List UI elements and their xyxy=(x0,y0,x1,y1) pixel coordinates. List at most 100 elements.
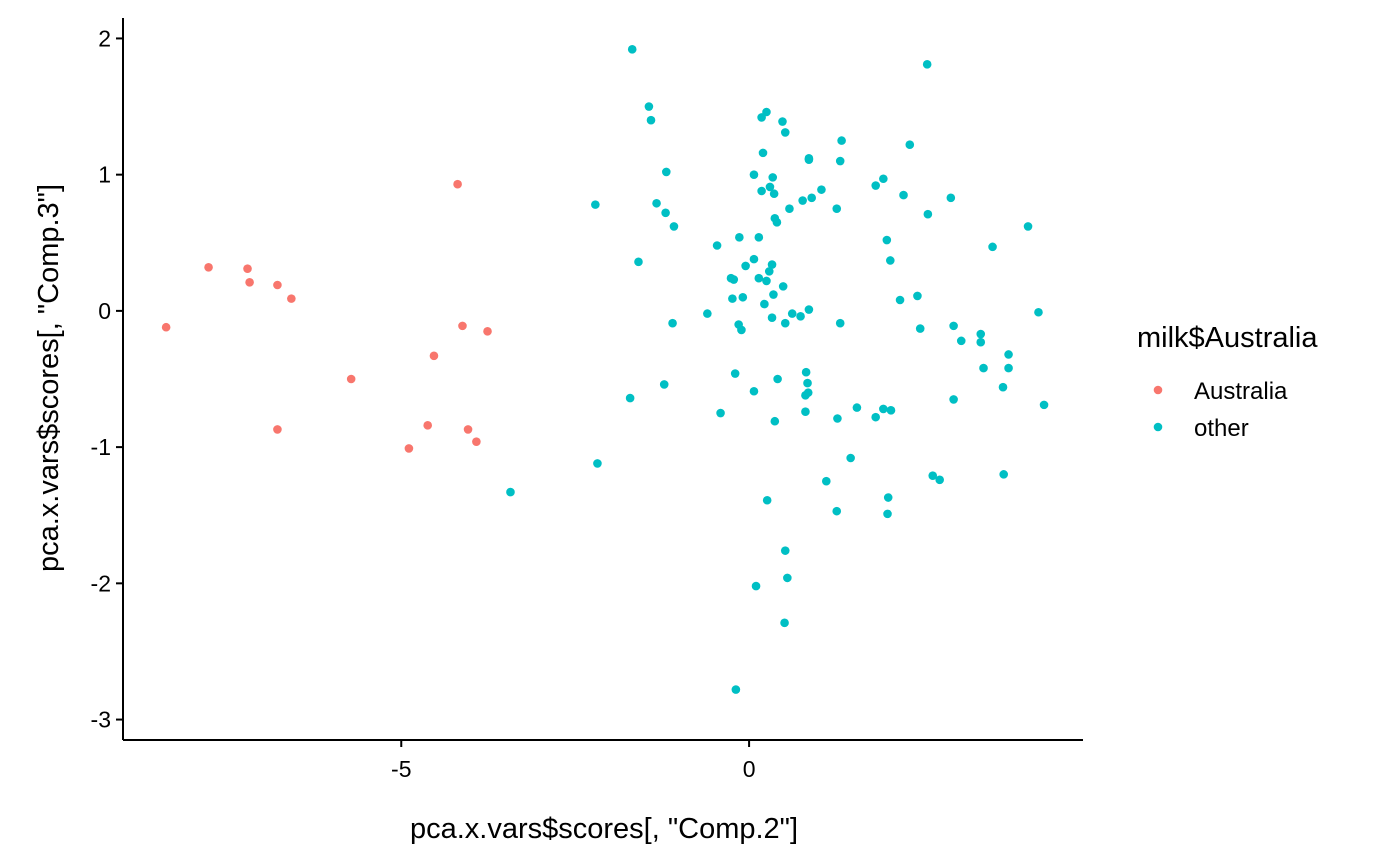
data-point xyxy=(922,60,932,69)
data-point xyxy=(463,425,473,434)
data-point xyxy=(625,393,635,403)
data-point xyxy=(871,181,880,190)
legend-key xyxy=(1153,422,1163,432)
data-point xyxy=(161,322,171,332)
x-tick-label: -5 xyxy=(391,756,411,782)
data-point xyxy=(712,241,722,250)
data-point xyxy=(780,546,790,555)
data-point xyxy=(634,257,643,267)
y-tick-label: 2 xyxy=(98,25,111,51)
data-point xyxy=(758,148,768,158)
data-point xyxy=(659,380,669,389)
y-tick-label: 0 xyxy=(98,298,111,324)
data-point xyxy=(762,495,772,505)
data-point xyxy=(796,312,805,321)
data-point xyxy=(773,374,782,384)
data-point xyxy=(949,321,958,331)
legend: milk$Australia Australia other xyxy=(1137,322,1318,442)
data-point xyxy=(879,404,888,414)
data-point xyxy=(988,242,997,252)
data-point xyxy=(738,292,748,302)
data-point xyxy=(886,406,896,415)
data-point xyxy=(1004,350,1013,359)
data-point xyxy=(899,190,908,200)
data-point xyxy=(886,256,895,265)
data-point xyxy=(772,218,782,227)
data-point xyxy=(751,581,761,591)
data-point xyxy=(668,318,677,328)
data-point xyxy=(905,140,915,149)
data-point xyxy=(787,309,797,318)
legend-title: milk$Australia xyxy=(1137,322,1318,354)
data-point xyxy=(1039,400,1049,410)
data-point xyxy=(999,470,1008,479)
data-point xyxy=(767,260,777,269)
y-axis-title: pca.x.vars$scores[, "Comp.3"] xyxy=(33,184,65,572)
data-point xyxy=(928,471,938,481)
data-point xyxy=(204,262,213,272)
data-point xyxy=(780,618,789,628)
y-tick-label: -3 xyxy=(91,707,111,733)
data-point xyxy=(591,200,600,209)
data-point xyxy=(423,421,432,430)
data-point xyxy=(768,173,778,182)
legend-entries: Australia other xyxy=(1153,378,1288,442)
data-point xyxy=(287,294,296,303)
data-point xyxy=(273,280,282,290)
data-point xyxy=(453,179,462,189)
data-point xyxy=(882,235,892,245)
data-point xyxy=(883,493,893,502)
data-point xyxy=(1023,222,1033,231)
data-point xyxy=(764,267,774,276)
data-point xyxy=(730,369,740,378)
data-point xyxy=(662,167,671,177)
data-point xyxy=(703,309,712,318)
data-point xyxy=(749,170,759,179)
data-point xyxy=(757,113,766,122)
data-point xyxy=(652,198,661,208)
data-point xyxy=(735,233,744,242)
data-point xyxy=(749,254,759,264)
data-point xyxy=(778,282,788,291)
data-point xyxy=(778,117,787,126)
data-point xyxy=(998,382,1008,392)
data-point xyxy=(1034,307,1043,317)
series-australia xyxy=(161,179,492,453)
data-point xyxy=(765,182,775,192)
data-point xyxy=(741,261,750,271)
x-axis-ticks: -5 0 xyxy=(391,740,755,782)
series-other xyxy=(506,45,1049,694)
data-point xyxy=(801,367,811,377)
data-point xyxy=(780,128,790,137)
data-point xyxy=(832,204,842,214)
data-point xyxy=(716,408,725,418)
data-point xyxy=(785,204,794,214)
x-tick-label: 0 xyxy=(743,756,756,782)
x-axis-title: pca.x.vars$scores[, "Comp.2"] xyxy=(410,813,798,845)
data-point xyxy=(770,416,780,426)
data-point xyxy=(243,264,252,273)
data-point xyxy=(644,102,654,111)
data-point xyxy=(835,318,845,328)
data-point xyxy=(803,378,812,388)
data-point xyxy=(728,294,737,303)
data-point xyxy=(879,174,888,184)
data-point xyxy=(506,487,515,497)
data-point xyxy=(949,395,958,404)
data-point xyxy=(935,475,944,485)
data-point xyxy=(807,193,816,203)
data-point xyxy=(593,459,602,468)
data-point xyxy=(976,329,986,339)
y-tick-label: 1 xyxy=(98,162,111,188)
legend-label: other xyxy=(1194,415,1249,442)
data-point xyxy=(798,196,807,205)
data-point xyxy=(757,186,766,196)
data-point xyxy=(767,313,777,322)
data-point xyxy=(458,321,467,331)
data-point xyxy=(783,573,792,583)
data-point xyxy=(1004,363,1013,373)
data-point xyxy=(801,391,810,400)
data-point xyxy=(429,351,439,361)
data-point xyxy=(404,444,414,453)
